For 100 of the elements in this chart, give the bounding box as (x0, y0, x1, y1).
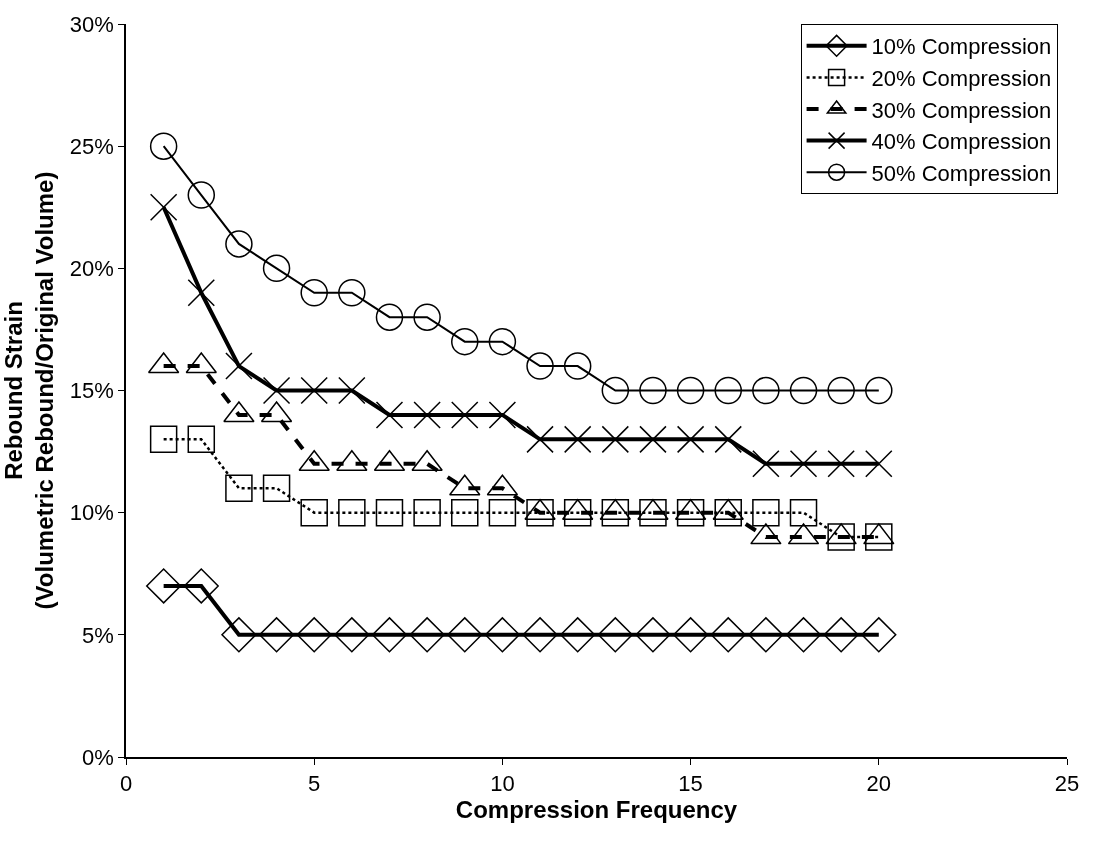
point (563, 425, 592, 454)
point (413, 303, 441, 331)
point (258, 617, 295, 653)
x-axis-title: Compression Frequency (455, 796, 738, 824)
point (563, 498, 592, 527)
point (752, 376, 780, 405)
point (300, 376, 328, 405)
point (526, 425, 554, 454)
y-tick-label: 30% (69, 11, 114, 37)
point (639, 425, 667, 454)
point (187, 425, 216, 454)
point (488, 401, 517, 429)
point (488, 327, 517, 356)
point (710, 617, 746, 653)
point (865, 376, 893, 405)
y-tick-label: 10% (69, 500, 114, 526)
point (597, 617, 633, 653)
point (149, 425, 178, 454)
point (447, 617, 483, 653)
y-tick-label: 0% (82, 744, 114, 770)
point (676, 425, 705, 454)
point (789, 376, 818, 405)
point (676, 498, 705, 527)
x-tick-label: 20 (866, 771, 892, 797)
x-tick-label: 25 (1054, 771, 1080, 797)
point (785, 617, 822, 653)
point (225, 230, 253, 258)
point (149, 193, 178, 221)
point (413, 401, 441, 429)
point (488, 498, 517, 527)
point (409, 617, 445, 653)
point (300, 498, 328, 527)
x-tick-label: 5 (308, 771, 321, 797)
y-tick-label: 5% (82, 622, 114, 648)
y-tick-label: 20% (69, 256, 114, 282)
point (601, 376, 630, 405)
point (338, 376, 366, 405)
point (526, 498, 554, 527)
point (714, 376, 742, 405)
y-tick-label: 25% (69, 133, 114, 159)
point (635, 617, 671, 653)
x-tick-label: 10 (490, 771, 515, 797)
point (752, 450, 780, 478)
point (714, 498, 742, 527)
x-tick-label: 15 (678, 771, 703, 797)
point (296, 617, 332, 653)
legend-label: 40% Compression (871, 129, 1052, 155)
point (827, 523, 855, 551)
point (334, 617, 370, 653)
point (300, 279, 328, 307)
point (827, 450, 855, 478)
point (861, 617, 897, 653)
point (639, 376, 667, 405)
point (752, 498, 780, 527)
point (371, 617, 408, 653)
legend-label: 20% Compression (871, 65, 1052, 91)
point (262, 254, 291, 283)
point (823, 617, 859, 653)
point (451, 498, 479, 527)
point (221, 617, 257, 653)
legend-label: 30% Compression (871, 97, 1052, 123)
point (676, 376, 705, 405)
y-tick-label: 15% (69, 378, 114, 404)
point (145, 568, 182, 604)
point (187, 279, 216, 307)
point (865, 523, 893, 551)
y-axis-title: Rebound Strain (Volumetric Rebound/Original Volume) (0, 171, 59, 610)
point (563, 352, 592, 380)
point (484, 617, 521, 653)
point (789, 498, 818, 527)
point (451, 327, 479, 356)
point (748, 617, 784, 653)
point (714, 425, 742, 454)
point (827, 376, 855, 405)
point (522, 617, 558, 653)
point (225, 474, 253, 502)
legend-label: 10% Compression (871, 34, 1052, 60)
point (526, 352, 554, 380)
point (865, 450, 893, 478)
point (183, 568, 219, 604)
point (375, 498, 404, 527)
point (375, 401, 404, 429)
point (789, 450, 818, 478)
point (225, 352, 253, 380)
point (601, 498, 630, 527)
point (413, 498, 441, 527)
x-tick-label: 0 (119, 771, 133, 797)
point (451, 401, 479, 429)
legend-label: 50% Compression (871, 160, 1052, 186)
point (601, 425, 630, 454)
point (338, 279, 366, 307)
point (672, 617, 709, 653)
point (262, 376, 291, 405)
point (639, 498, 667, 527)
point (187, 181, 216, 209)
point (262, 474, 291, 502)
point (560, 617, 596, 653)
point (338, 498, 366, 527)
point (375, 303, 404, 331)
point (149, 132, 178, 160)
